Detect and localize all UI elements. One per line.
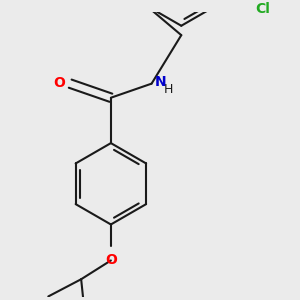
Text: H: H (164, 82, 173, 96)
Text: O: O (54, 76, 65, 90)
Text: O: O (105, 253, 117, 267)
Text: Cl: Cl (255, 2, 270, 16)
Text: N: N (155, 75, 166, 89)
